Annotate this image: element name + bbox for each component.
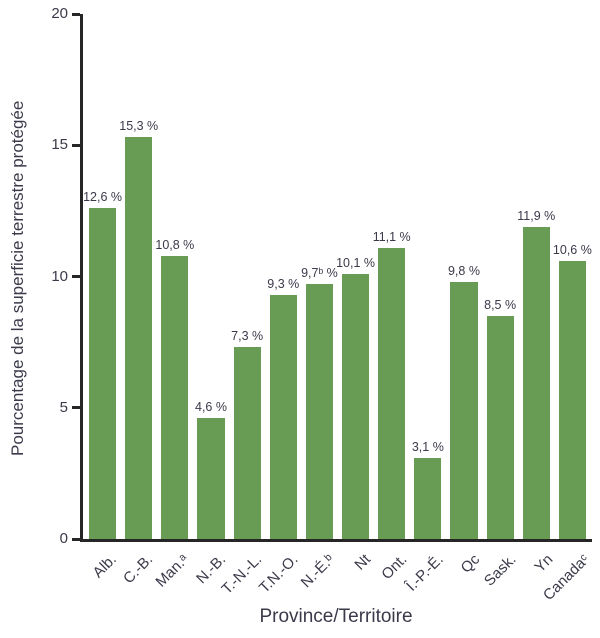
bar — [341, 273, 370, 539]
x-tick-labels: Alb. C.-B. Man.ᵃ N.-B. T.-N.-L. T.N.-O. N.-É.ᵇ… — [80, 545, 592, 604]
bar-cell: 10,8 % — [155, 14, 194, 539]
x-tick-label: Alb. — [89, 551, 120, 582]
bar-cell: 8,5 % — [484, 14, 517, 539]
bar-cell: 10,6 % — [553, 14, 592, 539]
x-tick-cell: Alb. — [86, 545, 119, 597]
bar-cell: 9,7ᵇ % — [301, 14, 338, 539]
bar-cell: 4,6 % — [195, 14, 227, 539]
y-tick-mark — [72, 143, 80, 147]
y-ticks: 0 5 10 15 20 — [51, 5, 592, 547]
bar-cell: 12,6 % — [83, 14, 122, 539]
bar-value-label: 10,8 % — [155, 237, 195, 252]
y-tick-label: 10 — [51, 267, 68, 285]
x-tick-label: Yn — [531, 551, 557, 577]
bar — [125, 137, 153, 539]
y-axis-title: Pourcentage de la superficie terrestre p… — [8, 100, 27, 456]
y-tick-mark — [72, 406, 80, 410]
bar-value-label: 8,5 % — [484, 297, 517, 312]
x-tick-cell: Nt — [341, 545, 375, 597]
bar — [378, 247, 406, 539]
bar-value-label: 11,9 % — [517, 208, 556, 223]
y-tick-label: 20 — [51, 5, 68, 22]
x-tick-label: C.-B. — [119, 551, 157, 588]
bar-cell: 9,8 % — [447, 14, 480, 539]
plot-area: 0 5 10 15 20 12,6 % 15,3 % 10,8 % 4,6 % 7,3 % 9,3… — [51, 5, 592, 547]
bar — [558, 260, 586, 539]
x-tick-cell: Î.-P.-É. — [403, 545, 447, 597]
bar-value-label: 10,6 % — [552, 242, 592, 257]
bar-cell: 11,1 % — [373, 14, 411, 539]
bar — [522, 226, 550, 539]
bar-cell: 11,9 % — [517, 14, 555, 539]
bar — [233, 347, 261, 539]
bar — [486, 315, 514, 539]
bar-value-label: 9,8 % — [447, 263, 480, 278]
y-tick-mark — [72, 275, 80, 278]
x-tick-cell: Canadaᶜ — [539, 545, 592, 604]
x-tick-cell: Sask. — [481, 545, 520, 597]
bar-value-label: 15,3 % — [119, 119, 159, 134]
bar-value-label: 11,1 % — [372, 229, 411, 244]
x-tick-label: Î.-P.-É. — [403, 551, 447, 595]
y-tick-label: 5 — [59, 398, 68, 416]
bar — [450, 281, 478, 539]
x-tick-cell: Qc — [450, 545, 484, 597]
bar — [269, 294, 297, 539]
bar-value-label: 9,3 % — [267, 276, 300, 291]
bar-value-label: 10,1 % — [336, 255, 376, 270]
bar-value-label: 3,1 % — [411, 439, 444, 454]
bar-value-label: 9,7ᵇ % — [301, 266, 338, 281]
bar — [197, 418, 225, 539]
bar — [414, 457, 442, 539]
x-tick-cell: Man.ᵃ — [153, 545, 193, 597]
x-tick-label: T.N.-O. — [255, 551, 302, 597]
x-tick-label: Sask. — [481, 551, 520, 590]
bar-value-label: 12,6 % — [83, 190, 123, 205]
bar — [305, 284, 333, 539]
y-tick-mark — [72, 12, 80, 16]
bars: 12,6 % 15,3 % 10,8 % 4,6 % 7,3 % 9,3 % 9,7ᵇ % 1… — [83, 14, 592, 539]
x-tick-label: Man.ᵃ — [152, 551, 193, 591]
bar-cell: 9,3 % — [267, 14, 300, 539]
bar-cell: 3,1 % — [411, 14, 444, 539]
bar — [161, 255, 189, 539]
x-tick-cell: N.-É.ᵇ — [298, 545, 338, 597]
x-tick-cell: Ont. — [377, 545, 411, 597]
x-tick-label: N.-É.ᵇ — [297, 551, 338, 592]
bar — [89, 208, 117, 539]
x-tick-cell: T.-N.-L. — [218, 545, 265, 598]
x-tick-label: T.-N.-L. — [218, 551, 266, 598]
y-tick-label: 0 — [59, 530, 68, 547]
bar-value-label: 7,3 % — [231, 329, 264, 344]
x-tick-cell: C.-B. — [120, 545, 156, 597]
bar-cell: 7,3 % — [231, 14, 264, 539]
y-tick-label: 15 — [51, 136, 68, 154]
x-tick-label: Qc — [457, 551, 484, 577]
x-tick-label: Nt — [351, 551, 375, 574]
bar-cell: 15,3 % — [119, 14, 158, 539]
x-axis-title: Province/Territoire — [259, 606, 413, 627]
x-tick-cell: N.-B. — [193, 545, 229, 597]
bar-cell: 10,1 % — [336, 14, 375, 539]
y-tick-mark — [72, 537, 80, 541]
x-tick-cell: T.N.-O. — [256, 545, 302, 597]
bar-value-label: 4,6 % — [195, 400, 227, 415]
